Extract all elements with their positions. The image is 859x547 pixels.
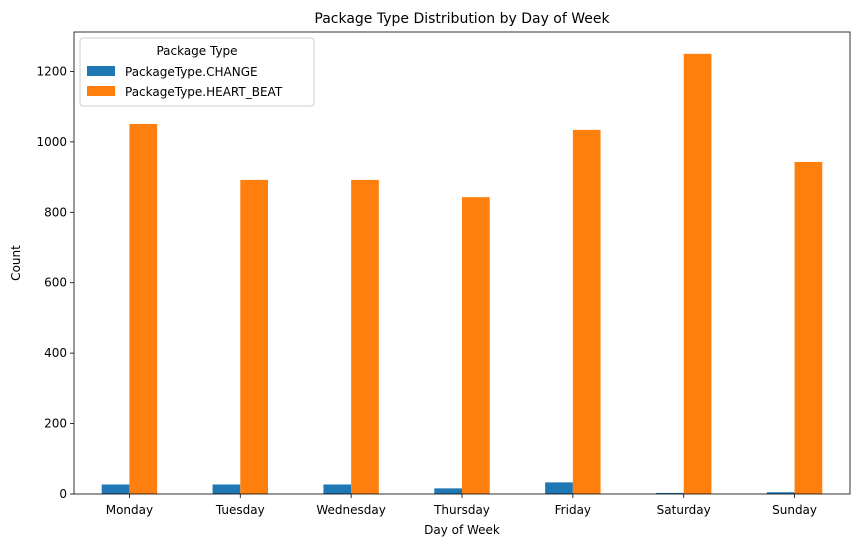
bar-change-thursday [434,488,462,494]
x-tick-label: Monday [106,503,153,517]
chart-title: Package Type Distribution by Day of Week [314,11,610,27]
x-axis: Monday Tuesday Wednesday Thursday Friday Satu… [106,494,817,517]
bar-change-monday [101,484,130,494]
legend-title: Package Type [156,44,237,58]
bar-heart-beat-tuesday [240,179,268,494]
plot-frame [73,31,851,495]
legend-label-change: PackageType.CHANGE [125,65,258,79]
y-tick-label: 0 [59,487,67,501]
bar-heart-beat-saturday [683,53,712,494]
bar-change-saturday [656,492,684,494]
bar-change-tuesday [212,484,241,494]
bar-change-wednesday [323,484,352,494]
legend: Package Type PackageType.CHANGE PackageT… [79,37,315,107]
y-tick-label: 200 [44,417,67,431]
x-tick-label: Saturday [657,503,711,517]
bar-heart-beat-wednesday [351,179,379,494]
x-tick-label: Friday [555,503,591,517]
x-tick-label: Tuesday [215,503,265,517]
bar-heart-beat-thursday [462,197,490,494]
bar-heart-beat-monday [129,123,158,494]
x-axis-label: Day of Week [424,523,500,537]
y-tick-label: 800 [44,205,67,219]
legend-swatch-heart-beat [87,86,115,96]
bar-change-friday [545,482,573,494]
y-axis: 0 200 400 600 800 1000 1200 [36,64,74,501]
y-tick-label: 1200 [36,64,67,78]
bar-heart-beat-sunday [794,161,823,494]
y-tick-label: 400 [44,346,67,360]
x-tick-label: Thursday [433,503,490,517]
x-tick-label: Sunday [772,503,817,517]
y-axis-label: Count [9,245,23,281]
x-tick-label: Wednesday [316,503,385,517]
bars [101,53,823,494]
legend-swatch-change [87,66,115,76]
bar-change-sunday [766,492,795,494]
y-tick-label: 1000 [36,135,67,149]
bar-heart-beat-friday [572,129,601,494]
y-tick-label: 600 [44,276,67,290]
legend-label-heart-beat: PackageType.HEART_BEAT [125,85,283,99]
legend-frame [79,37,315,107]
